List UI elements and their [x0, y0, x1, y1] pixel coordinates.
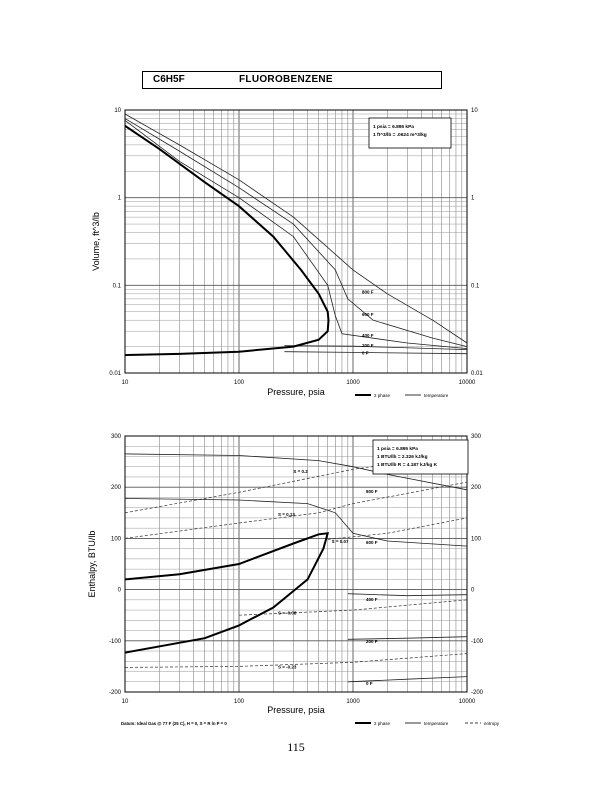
y-tick-label-left: -200	[109, 690, 122, 696]
units-note-box	[372, 439, 469, 475]
isotherm-label: 600 F	[366, 540, 378, 545]
entropy-label: S = -0.08	[278, 611, 297, 616]
y-tick-label-right: -200	[471, 690, 484, 696]
isotherm-line	[124, 498, 468, 547]
entropy-label: S = 0.2	[293, 469, 308, 474]
x-tick-label: 1000	[346, 380, 360, 386]
isotherm-line	[347, 676, 468, 683]
two-phase-dome	[124, 532, 330, 654]
y-tick-label-right: 0.1	[471, 283, 480, 289]
x-tick-label: 10000	[459, 699, 476, 705]
plot-frame	[124, 435, 468, 693]
entropy-label: S = 0.13	[278, 512, 295, 517]
x-tick-label: 10	[122, 699, 129, 705]
x-axis-label: Pressure, psia	[267, 387, 325, 397]
isotherm-label: 200 F	[362, 343, 374, 348]
legend-label-two-phase: 2 phase	[374, 721, 391, 726]
y-tick-label-right: -100	[471, 639, 484, 645]
entropy-line	[124, 453, 468, 514]
y-tick-label-right: 0	[471, 588, 475, 594]
y-tick-label-right: 100	[471, 536, 482, 542]
legend-label-temperature: temperature	[424, 721, 449, 726]
y-tick-label-left: 300	[111, 434, 122, 440]
isotherm-line	[284, 351, 468, 355]
entropy-line	[238, 599, 468, 616]
isotherm-line	[124, 113, 468, 344]
y-tick-label-left: 0.01	[109, 371, 121, 377]
units-note-line: 1 psia = 6.895 kPa	[377, 446, 418, 452]
y-tick-label-left: 10	[114, 108, 121, 114]
units-note-line: 1 BTU/lb = 2.326 kJ/kg	[377, 454, 428, 460]
x-tick-label: 100	[234, 380, 245, 386]
y-tick-label-left: 1	[118, 196, 122, 202]
x-tick-label: 1000	[346, 699, 360, 705]
units-note-line: 1 psia = 6.895 kPa	[373, 124, 414, 130]
x-tick-label: 10	[122, 380, 129, 386]
page-number: 115	[287, 740, 305, 754]
y-tick-label-left: 200	[111, 485, 122, 491]
entropy-line	[124, 653, 468, 668]
isotherm-label: 400 F	[362, 333, 374, 338]
units-note-line: 1 BTU/lb R = 4.187 kJ/kg K	[377, 462, 438, 468]
y-tick-label-right: 1	[471, 196, 475, 202]
isotherm-label: 200 F	[366, 639, 378, 644]
title-box: C6H5F FLUOROBENZENE	[142, 71, 442, 89]
datum-note: Datum: Ideal Gas @ 77 F (25 C), H = 0, S…	[121, 721, 227, 726]
plot-frame	[124, 109, 468, 374]
volume-chart	[124, 109, 468, 396]
y-axis-label: Enthalpy, BTU/lb	[87, 531, 97, 598]
isotherm-label: 600 F	[362, 312, 374, 317]
isotherm-line	[124, 453, 468, 491]
isotherm-line	[347, 636, 468, 640]
x-axis-label: Pressure, psia	[267, 705, 325, 715]
y-tick-label-right: 200	[471, 485, 482, 491]
isotherm-line	[347, 593, 468, 597]
y-tick-label-right: 10	[471, 108, 478, 114]
y-tick-label-left: 100	[111, 536, 122, 542]
legend-label-entropy: entropy	[484, 721, 500, 726]
isotherm-line	[124, 120, 468, 349]
two-phase-dome	[124, 124, 330, 357]
isotherm-label: 0 F	[362, 350, 369, 355]
chemical-formula: C6H5F	[153, 74, 185, 85]
units-note-line: 1 ft^3/lb = .0624 m^3/kg	[373, 132, 427, 138]
y-axis-label: Volume, ft^3/lb	[91, 212, 101, 271]
legend-label-temperature: temperature	[424, 393, 449, 398]
isotherm-label: 800 F	[366, 489, 378, 494]
isotherm-label: 800 F	[362, 290, 374, 295]
enthalpy-chart	[124, 435, 481, 724]
chemical-name: FLUOROBENZENE	[239, 74, 333, 85]
y-tick-label-left: 0.1	[113, 283, 122, 289]
isotherm-line	[284, 345, 468, 350]
entropy-label: S = -0.23	[278, 664, 297, 669]
units-note-box	[368, 117, 452, 149]
y-tick-label-right: 0.01	[471, 371, 483, 377]
entropy-line	[124, 481, 468, 539]
legend-label-two-phase: 2 phase	[374, 393, 391, 398]
y-tick-label-left: 0	[118, 588, 122, 594]
isotherm-label: 0 F	[366, 681, 373, 686]
y-tick-label-right: 300	[471, 434, 482, 440]
isotherm-line	[124, 118, 468, 347]
y-tick-label-left: -100	[109, 639, 122, 645]
isotherm-label: 400 F	[366, 597, 378, 602]
entropy-label: S = 0.07	[332, 539, 349, 544]
x-tick-label: 10000	[459, 380, 476, 386]
x-tick-label: 100	[234, 699, 245, 705]
